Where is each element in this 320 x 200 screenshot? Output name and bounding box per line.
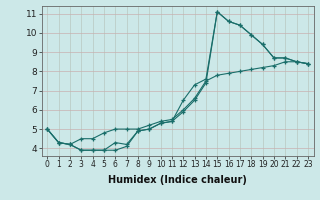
X-axis label: Humidex (Indice chaleur): Humidex (Indice chaleur)	[108, 175, 247, 185]
